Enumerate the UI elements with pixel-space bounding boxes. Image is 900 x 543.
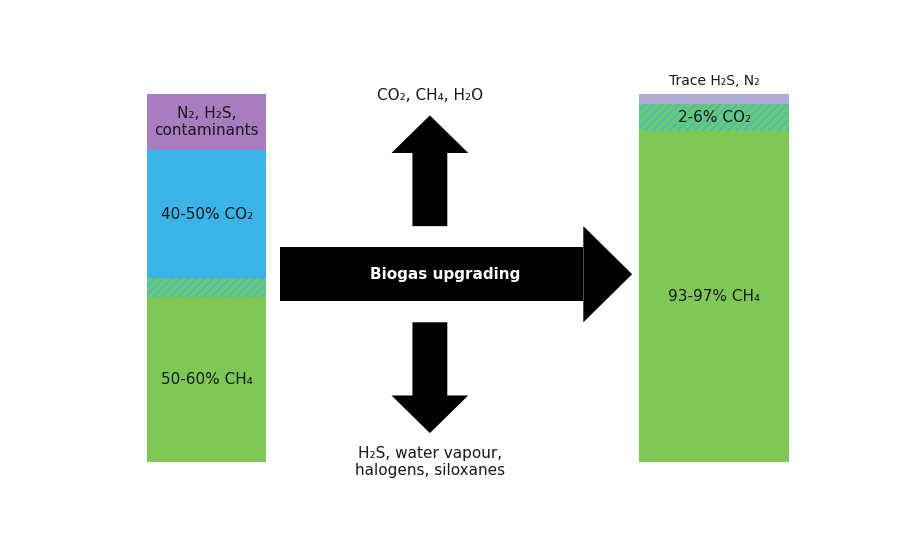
Text: CO₂, CH₄, H₂O: CO₂, CH₄, H₂O <box>377 88 483 103</box>
Bar <box>639 94 789 104</box>
Text: 93-97% CH₄: 93-97% CH₄ <box>668 289 760 304</box>
Text: Trace H₂S, N₂: Trace H₂S, N₂ <box>669 74 760 88</box>
Polygon shape <box>392 115 468 226</box>
Text: 40-50% CO₂: 40-50% CO₂ <box>160 206 253 222</box>
Text: 2-6% CO₂: 2-6% CO₂ <box>678 110 751 125</box>
Bar <box>148 279 266 297</box>
Bar <box>148 150 266 279</box>
Bar <box>639 131 789 463</box>
Text: N₂, H₂S,
contaminants: N₂, H₂S, contaminants <box>155 106 259 138</box>
Bar <box>280 247 583 301</box>
Text: H₂S, water vapour,
halogens, siloxanes: H₂S, water vapour, halogens, siloxanes <box>355 446 505 478</box>
Polygon shape <box>583 226 632 323</box>
Bar <box>148 279 266 297</box>
Text: Biogas upgrading: Biogas upgrading <box>371 267 521 282</box>
Text: 50-60% CH₄: 50-60% CH₄ <box>161 372 253 387</box>
Bar <box>639 104 789 131</box>
Bar <box>148 94 266 150</box>
Bar <box>148 297 266 463</box>
Polygon shape <box>392 323 468 433</box>
Bar <box>639 104 789 131</box>
